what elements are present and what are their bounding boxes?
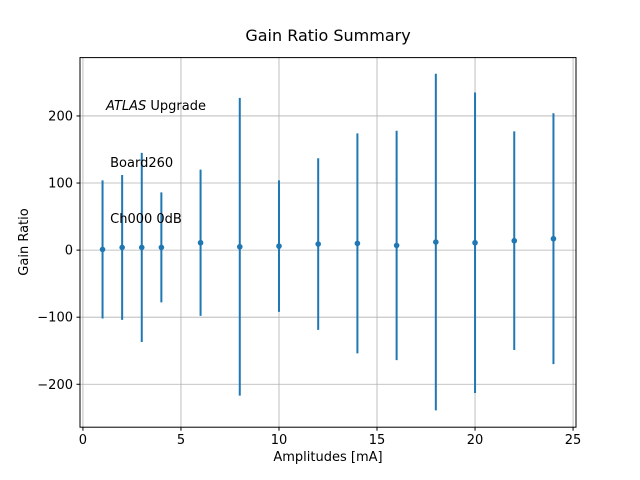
data-point xyxy=(119,244,125,251)
data-point xyxy=(276,243,282,249)
annotation-line-1: ATLAS Upgrade xyxy=(106,98,206,117)
y-tick-label: −200 xyxy=(37,378,73,393)
data-point xyxy=(236,243,243,250)
x-tick-label: 25 xyxy=(565,433,582,448)
data-point xyxy=(433,239,439,245)
data-point xyxy=(550,235,557,242)
y-tick-label: 100 xyxy=(48,177,73,192)
x-tick-label: 20 xyxy=(467,433,484,448)
annotation-line-1-rest: Upgrade xyxy=(146,99,206,115)
annotation: ATLAS Upgrade Board260 Ch000 0dB xyxy=(106,61,206,267)
y-axis-label: Gain Ratio xyxy=(17,208,32,276)
data-point xyxy=(99,246,106,253)
x-axis-label: Amplitudes [mA] xyxy=(273,450,383,465)
data-point xyxy=(472,239,478,246)
x-tick-label: 15 xyxy=(369,433,386,448)
data-point xyxy=(138,244,145,251)
data-point xyxy=(354,240,361,247)
data-point xyxy=(315,241,321,247)
y-tick-label: 0 xyxy=(65,244,73,259)
annotation-line-3: Ch000 0dB xyxy=(106,211,182,227)
y-tick-label: 200 xyxy=(48,109,73,124)
x-tick-label: 10 xyxy=(271,433,288,448)
data-point xyxy=(197,239,204,246)
annotation-experiment: ATLAS xyxy=(106,99,147,115)
x-tick-label: 5 xyxy=(177,433,185,448)
data-point xyxy=(158,244,165,251)
x-tick-label: 0 xyxy=(79,433,87,448)
axes-frame xyxy=(79,57,577,428)
data-point xyxy=(393,242,400,249)
data-point xyxy=(511,237,518,244)
y-tick-label: −100 xyxy=(37,311,73,326)
annotation-line-2: Board260 xyxy=(106,155,174,171)
chart-title: Gain Ratio Summary xyxy=(245,26,411,45)
